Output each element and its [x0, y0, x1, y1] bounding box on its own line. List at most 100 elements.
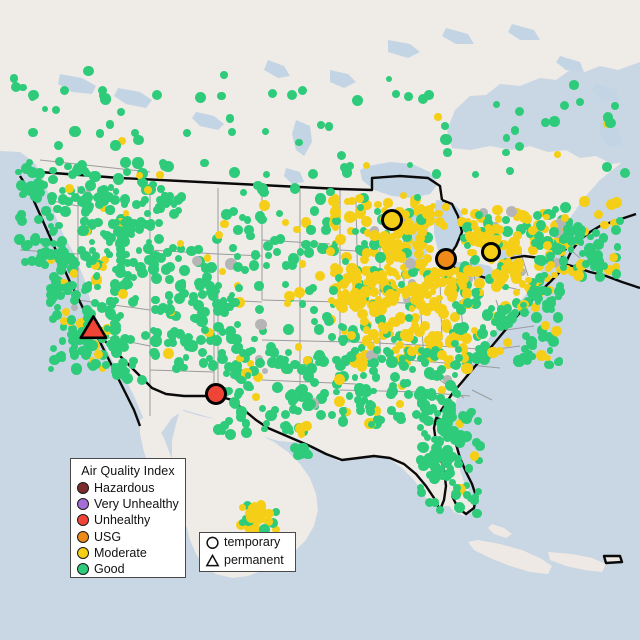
- monitor-dot: [76, 317, 88, 330]
- monitor-dot: [497, 239, 509, 251]
- monitor-dot: [474, 487, 482, 496]
- monitor-dot: [405, 257, 417, 269]
- monitor-dot: [450, 489, 462, 500]
- monitor-dot: [487, 305, 495, 313]
- monitor-dot: [239, 213, 247, 221]
- monitor-dot: [41, 237, 51, 248]
- monitor-dot: [488, 227, 497, 235]
- monitor-dot: [103, 325, 111, 332]
- monitor-wisconsin[interactable]: [381, 209, 403, 231]
- monitor-dot: [393, 252, 401, 259]
- monitor-dot: [448, 277, 457, 287]
- monitor-dot: [186, 245, 197, 257]
- monitor-dot: [21, 183, 32, 195]
- monitor-dot: [472, 171, 480, 179]
- monitor-dot: [109, 279, 121, 290]
- monitor-dot: [240, 188, 248, 196]
- monitor-dot: [454, 454, 463, 463]
- monitor-dot: [254, 358, 265, 369]
- monitor-dot: [243, 216, 252, 224]
- monitor-dot: [19, 190, 27, 199]
- monitor-dot: [231, 333, 243, 345]
- monitor-dot: [370, 266, 378, 274]
- monitor-newyork[interactable]: [481, 242, 501, 262]
- monitor-dot: [413, 219, 425, 231]
- monitor-dot: [361, 266, 371, 276]
- monitor-dot: [219, 297, 228, 305]
- monitor-dot: [72, 165, 84, 177]
- monitor-dot: [51, 278, 61, 288]
- monitor-dot: [461, 431, 472, 442]
- legend-item-good[interactable]: Good: [71, 561, 185, 577]
- legend-label-moderate: Moderate: [94, 545, 147, 560]
- monitor-dot: [412, 294, 424, 305]
- monitor-dot: [544, 265, 553, 273]
- monitor-dot: [340, 251, 352, 263]
- monitor-dot: [314, 271, 325, 282]
- monitor-dot: [431, 339, 443, 350]
- monitor-dot: [27, 255, 38, 267]
- legend-item-moderate[interactable]: Moderate: [71, 545, 185, 561]
- monitor-dot: [451, 389, 460, 398]
- monitor-dot: [433, 302, 446, 315]
- moderate-swatch-icon: [77, 546, 89, 559]
- legend-item-permanent[interactable]: permanent: [200, 551, 295, 569]
- monitor-dot: [385, 75, 392, 82]
- monitor-dot: [83, 192, 92, 200]
- monitor-dot: [363, 326, 371, 334]
- monitor-dot: [449, 360, 459, 370]
- monitor-dot: [448, 425, 460, 437]
- monitor-dot: [153, 328, 163, 338]
- monitor-dot: [98, 364, 107, 373]
- monitor-dot: [405, 215, 412, 222]
- monitor-dot: [147, 263, 159, 275]
- monitor-dot: [292, 225, 301, 234]
- monitor-dot: [91, 252, 100, 261]
- monitor-dot: [546, 251, 555, 261]
- monitor-dot: [39, 248, 50, 259]
- legend-item-very-unhealthy[interactable]: Very Unhealthy: [71, 496, 185, 512]
- monitor-dot: [484, 214, 492, 222]
- monitor-dot: [443, 433, 453, 443]
- monitor-dot: [532, 211, 542, 221]
- monitor-dot: [45, 249, 57, 261]
- monitor-dot: [470, 496, 479, 505]
- monitor-dot: [153, 234, 165, 245]
- monitor-dot: [347, 227, 356, 235]
- monitor-dot: [61, 307, 70, 316]
- monitor-dot: [13, 234, 26, 246]
- monitor-dot: [411, 409, 422, 420]
- monitor-texas[interactable]: [205, 383, 227, 405]
- monitor-dot: [431, 467, 440, 476]
- monitor-dot: [349, 300, 359, 310]
- legend-item-temporary[interactable]: temporary: [200, 533, 295, 551]
- legend-item-usg[interactable]: USG: [71, 529, 185, 545]
- monitor-dot: [189, 291, 198, 301]
- monitor-dot: [263, 241, 274, 252]
- monitor-dot: [314, 350, 325, 361]
- monitor-dot: [551, 206, 559, 214]
- monitor-dot: [304, 450, 314, 460]
- monitor-dot: [513, 272, 521, 280]
- monitor-dot: [578, 239, 585, 246]
- monitor-dot: [360, 226, 368, 234]
- monitor-dot: [220, 421, 229, 430]
- monitor-dot: [528, 245, 538, 255]
- monitor-dot: [569, 80, 579, 90]
- monitor-michigan[interactable]: [435, 248, 457, 270]
- monitor-dot: [84, 180, 96, 192]
- monitor-dot: [542, 213, 550, 221]
- legend-item-unhealthy[interactable]: Unhealthy: [71, 512, 185, 528]
- monitor-dot: [472, 438, 482, 448]
- monitor-dot: [310, 239, 319, 248]
- monitor-dot: [318, 396, 326, 404]
- legend-item-hazardous[interactable]: Hazardous: [71, 480, 185, 496]
- monitor-california[interactable]: [79, 313, 108, 342]
- legend-label-hazardous: Hazardous: [94, 481, 155, 496]
- monitor-dot: [289, 182, 301, 194]
- monitor-dot: [611, 262, 621, 272]
- monitor-dot: [229, 166, 241, 178]
- monitor-dot: [122, 250, 131, 258]
